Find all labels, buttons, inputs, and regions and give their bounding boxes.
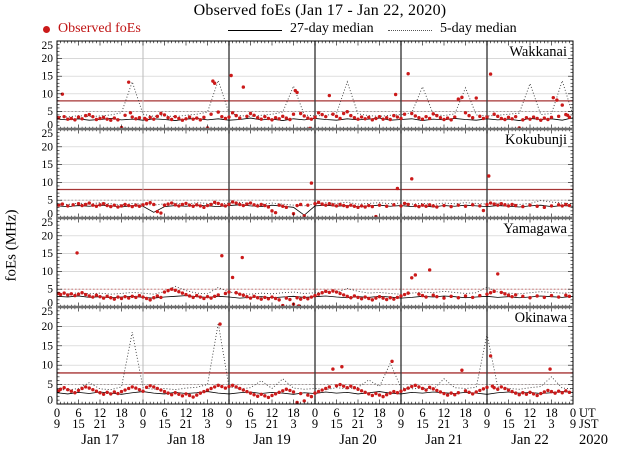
svg-text:21: 21 <box>438 417 451 431</box>
svg-text:5: 5 <box>47 379 53 391</box>
svg-text:3: 3 <box>118 417 124 431</box>
svg-text:18: 18 <box>373 406 386 420</box>
svg-text:15: 15 <box>42 159 54 171</box>
svg-text:9: 9 <box>570 417 576 431</box>
svg-text:10: 10 <box>42 177 54 189</box>
svg-text:21: 21 <box>266 417 279 431</box>
svg-text:18: 18 <box>287 406 300 420</box>
svg-text:18: 18 <box>115 406 128 420</box>
legend-27day-label: 27-day median <box>290 21 374 36</box>
svg-text:15: 15 <box>244 417 257 431</box>
legend-observed-dot-icon <box>43 26 50 33</box>
svg-text:5: 5 <box>47 284 53 296</box>
svg-text:21: 21 <box>524 417 537 431</box>
svg-text:10: 10 <box>42 266 54 278</box>
svg-text:15: 15 <box>42 340 54 352</box>
svg-text:6: 6 <box>419 406 425 420</box>
svg-text:0: 0 <box>484 406 490 420</box>
svg-text:0: 0 <box>226 406 232 420</box>
svg-text:15: 15 <box>330 417 343 431</box>
svg-text:9: 9 <box>54 417 60 431</box>
svg-text:Kokubunji: Kokubunji <box>505 132 567 148</box>
svg-text:JST: JST <box>579 417 599 431</box>
svg-text:0: 0 <box>47 120 53 132</box>
svg-text:10: 10 <box>42 88 54 100</box>
legend-dotted-line-icon <box>388 30 432 31</box>
svg-text:15: 15 <box>42 248 54 260</box>
svg-text:0: 0 <box>47 209 53 221</box>
svg-text:20: 20 <box>42 53 54 65</box>
svg-text:Wakkanai: Wakkanai <box>509 44 567 60</box>
svg-text:Jan 19: Jan 19 <box>253 432 290 448</box>
svg-text:9: 9 <box>398 417 404 431</box>
svg-text:18: 18 <box>459 406 472 420</box>
svg-text:15: 15 <box>502 417 515 431</box>
svg-text:Jan 22: Jan 22 <box>511 432 548 448</box>
svg-text:10: 10 <box>42 360 54 372</box>
svg-text:6: 6 <box>161 406 167 420</box>
svg-text:5: 5 <box>47 195 53 207</box>
svg-text:9: 9 <box>312 417 318 431</box>
svg-text:0: 0 <box>54 406 60 420</box>
legend-5day-label: 5-day median <box>440 21 517 36</box>
svg-text:Yamagawa: Yamagawa <box>503 221 567 237</box>
svg-text:2020: 2020 <box>579 432 608 448</box>
svg-text:9: 9 <box>226 417 232 431</box>
svg-text:3: 3 <box>376 417 382 431</box>
svg-text:15: 15 <box>72 417 85 431</box>
svg-text:25: 25 <box>42 306 54 318</box>
svg-text:6: 6 <box>505 406 511 420</box>
svg-text:18: 18 <box>545 406 558 420</box>
svg-text:15: 15 <box>416 417 429 431</box>
svg-text:Jan 17: Jan 17 <box>81 432 118 448</box>
svg-text:0: 0 <box>570 406 576 420</box>
svg-text:12: 12 <box>94 406 107 420</box>
svg-text:20: 20 <box>42 230 54 242</box>
svg-text:12: 12 <box>524 406 537 420</box>
svg-text:25: 25 <box>42 217 54 229</box>
svg-text:3: 3 <box>462 417 468 431</box>
svg-text:6: 6 <box>333 406 339 420</box>
svg-text:20: 20 <box>42 321 54 333</box>
svg-text:6: 6 <box>75 406 81 420</box>
svg-text:21: 21 <box>94 417 107 431</box>
svg-text:20: 20 <box>42 141 54 153</box>
svg-text:3: 3 <box>290 417 296 431</box>
svg-text:Jan 21: Jan 21 <box>425 432 462 448</box>
svg-text:25: 25 <box>42 128 54 140</box>
svg-text:Jan 20: Jan 20 <box>339 432 376 448</box>
svg-text:21: 21 <box>180 417 193 431</box>
svg-text:6: 6 <box>247 406 253 420</box>
svg-text:12: 12 <box>438 406 451 420</box>
svg-text:Jan 18: Jan 18 <box>167 432 204 448</box>
svg-text:12: 12 <box>180 406 193 420</box>
svg-text:0: 0 <box>47 298 53 310</box>
svg-text:25: 25 <box>42 40 54 52</box>
svg-text:3: 3 <box>548 417 554 431</box>
svg-text:3: 3 <box>204 417 210 431</box>
svg-text:21: 21 <box>352 417 365 431</box>
svg-text:Okinawa: Okinawa <box>515 310 568 326</box>
svg-text:5: 5 <box>47 106 53 118</box>
svg-text:18: 18 <box>201 406 214 420</box>
svg-text:15: 15 <box>158 417 171 431</box>
svg-text:9: 9 <box>140 417 146 431</box>
svg-text:UT: UT <box>579 406 596 420</box>
svg-text:9: 9 <box>484 417 490 431</box>
svg-text:15: 15 <box>42 71 54 83</box>
legend-observed-label: Observed foEs <box>58 21 141 36</box>
svg-text:0: 0 <box>312 406 318 420</box>
svg-text:0: 0 <box>47 395 53 407</box>
svg-text:12: 12 <box>266 406 279 420</box>
legend-solid-line-icon <box>228 30 282 31</box>
svg-text:0: 0 <box>398 406 404 420</box>
svg-text:12: 12 <box>352 406 365 420</box>
svg-text:0: 0 <box>140 406 146 420</box>
chart-title: Observed foEs (Jan 17 - Jan 22, 2020) <box>193 2 447 19</box>
